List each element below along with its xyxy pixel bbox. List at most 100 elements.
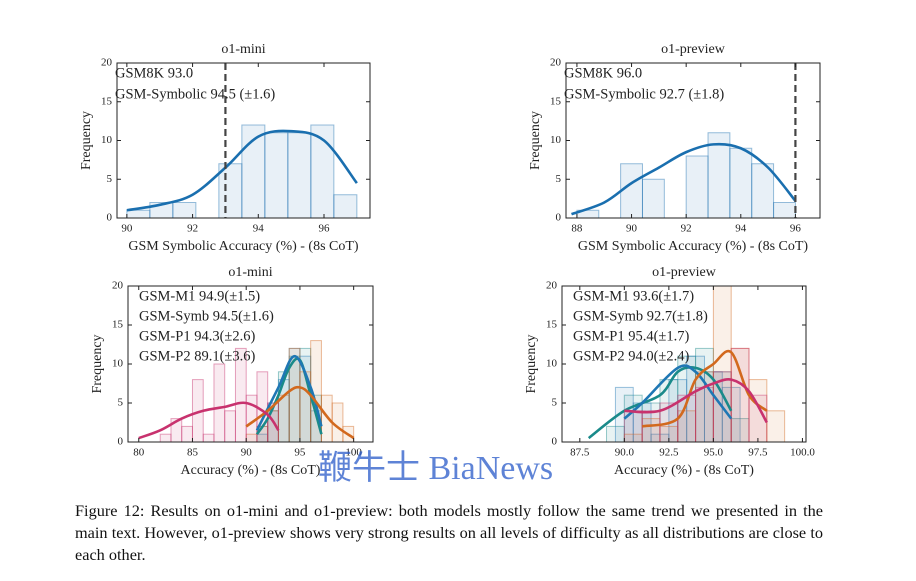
density-curve	[571, 142, 797, 216]
y-tick-label: 15	[101, 95, 113, 107]
x-tick-label: 87.5	[570, 447, 590, 459]
watermark: 鞭牛士 BiaNews	[318, 450, 554, 487]
hist-bar	[202, 433, 215, 442]
x-tick-label: 100	[345, 447, 362, 459]
hist-bar	[213, 363, 226, 442]
density-curve	[138, 401, 280, 440]
hist-bar	[773, 202, 796, 218]
y-tick-label: 10	[550, 134, 562, 146]
plot-area	[126, 124, 358, 218]
hist-bar	[264, 132, 289, 218]
y-tick-label: 15	[112, 319, 124, 331]
reference-label: GSM8K 93.0	[115, 65, 193, 81]
x-tick-label: 90.0	[615, 447, 635, 459]
x-tick-label: 80	[133, 447, 145, 459]
x-tick-label: 97.5	[748, 447, 768, 459]
density-curve	[624, 378, 768, 424]
y-axis-label: Frequency	[79, 111, 94, 170]
y-tick-label: 0	[107, 212, 113, 224]
figure: 90 92 94 96 0 5 10 15 20 o1-mini GSM Symbolic Accu…	[79, 42, 821, 478]
x-tick-label: 96	[790, 223, 802, 235]
x-axis-label: GSM Symbolic Accuracy (%) - (8s CoT)	[578, 239, 809, 254]
x-tick-label: 100.0	[790, 447, 815, 459]
density-curve	[641, 349, 768, 428]
hist-bar	[159, 433, 172, 442]
reference-label: GSM8K 96.0	[564, 65, 642, 81]
x-tick-label: 92.5	[659, 447, 679, 459]
legend-entry: GSM-M1 93.6(±1.7)	[573, 288, 694, 304]
hist-bar	[172, 202, 197, 218]
x-tick-label: 94	[253, 223, 265, 235]
hist-bar	[320, 394, 333, 442]
legend-entry: GSM-Symbolic 94.5 (±1.6)	[115, 86, 275, 102]
y-tick-label: 20	[550, 57, 562, 69]
chart-title: o1-mini	[221, 42, 265, 57]
x-tick-label: 90	[241, 447, 253, 459]
x-tick-label: 95.0	[704, 447, 724, 459]
x-tick-label: 92	[187, 223, 198, 235]
y-tick-label: 0	[118, 436, 124, 448]
x-tick-label: 96	[319, 223, 331, 235]
hist-bar	[685, 155, 709, 218]
chart-title: o1-preview	[661, 42, 726, 57]
x-tick-label: 88	[571, 223, 583, 235]
x-tick-label: 95	[294, 447, 306, 459]
density-curve	[623, 364, 733, 420]
hist-bar	[748, 379, 768, 442]
hist-bar	[170, 418, 183, 442]
hist-bar	[751, 163, 775, 218]
caption: Figure 12: Results on o1-mini and o1-pre…	[75, 501, 823, 564]
x-axis-label: Accuracy (%) - (8s CoT)	[614, 463, 754, 478]
y-axis-label: Frequency	[524, 334, 539, 393]
y-tick-label: 0	[556, 212, 562, 224]
x-tick-label: 94	[735, 223, 747, 235]
density-curve	[126, 129, 358, 212]
y-tick-label: 5	[118, 397, 124, 409]
x-axis-label: Accuracy (%) - (8s CoT)	[181, 463, 321, 478]
y-axis-label: Frequency	[90, 334, 105, 393]
legend-entry: GSM-P2 94.0(±2.4)	[573, 348, 689, 364]
y-tick-label: 5	[107, 173, 113, 185]
hist-bar	[730, 347, 750, 442]
plot-area	[571, 132, 797, 218]
legend-entry: GSM-Symb 94.5(±1.6)	[139, 308, 274, 324]
y-tick-label: 10	[101, 134, 113, 146]
y-tick-label: 20	[101, 57, 113, 69]
x-tick-label: 90	[626, 223, 638, 235]
hist-bar	[277, 394, 290, 442]
hist-bar	[287, 132, 312, 218]
y-tick-label: 0	[552, 436, 558, 448]
legend-entry: GSM-P1 94.3(±2.6)	[139, 328, 255, 344]
y-tick-label: 15	[546, 319, 558, 331]
hist-bar	[641, 178, 665, 218]
hist-bar	[288, 347, 301, 442]
x-tick-label: 85	[187, 447, 199, 459]
hist-bar	[695, 386, 714, 442]
y-tick-label: 15	[550, 95, 562, 107]
hist-bar	[333, 194, 358, 218]
hist-bar	[126, 209, 151, 218]
hist-bar	[766, 410, 786, 442]
y-tick-label: 20	[112, 280, 124, 292]
y-tick-label: 10	[112, 358, 124, 370]
y-tick-label: 5	[552, 397, 558, 409]
y-axis-label: Frequency	[528, 111, 543, 170]
legend-entry: GSM-Symb 92.7(±1.8)	[573, 308, 708, 324]
hist-bar	[181, 425, 193, 442]
legend-entry: GSM-Symbolic 92.7 (±1.8)	[564, 86, 724, 102]
hist-bar	[620, 163, 643, 218]
y-tick-label: 20	[546, 280, 558, 292]
x-tick-label: 92	[681, 223, 692, 235]
plot-area	[138, 340, 355, 442]
hist-bar	[729, 147, 753, 218]
x-tick-label: 90	[121, 223, 133, 235]
hist-bar	[310, 124, 335, 218]
legend-entry: GSM-P2 89.1(±3.6)	[139, 348, 255, 364]
hist-bar	[707, 132, 731, 218]
chart-title: o1-mini	[228, 265, 272, 280]
density-curve	[245, 385, 355, 440]
y-tick-label: 5	[556, 173, 562, 185]
chart-title: o1-preview	[652, 265, 717, 280]
hist-bar	[241, 124, 266, 218]
